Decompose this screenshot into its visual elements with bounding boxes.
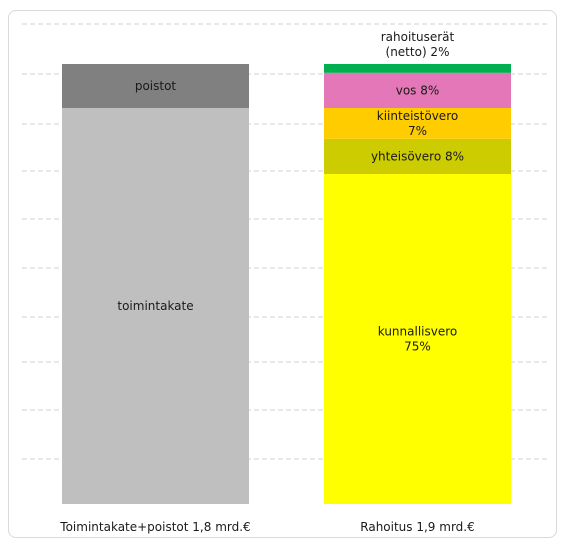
segment-label-line: 75% xyxy=(404,340,431,354)
segment-label-line: kunnallisvero xyxy=(378,325,458,339)
segment-label-line: kiinteistövero xyxy=(377,109,458,123)
segment-label: kiinteistövero 7% xyxy=(377,109,458,138)
segment-label-line: poistot xyxy=(135,79,177,93)
segment-label-line: 7% xyxy=(408,124,427,138)
segment-label-line: vos 8% xyxy=(396,83,440,97)
segment-label: toimintakate xyxy=(117,299,193,313)
bar-segment xyxy=(324,64,511,73)
bar-segment xyxy=(62,108,249,504)
bar-segment xyxy=(62,64,249,108)
bar-segment xyxy=(324,174,511,504)
segment-label-line: (netto) 2% xyxy=(386,45,450,59)
segment-label-line: rahoituserät xyxy=(381,30,455,44)
segment-label: rahoituserät (netto) 2% xyxy=(381,30,455,59)
segment-label-line: toimintakate xyxy=(117,299,193,313)
segment-label: kunnallisvero 75% xyxy=(378,325,458,354)
bar-segment xyxy=(324,138,511,174)
segment-label: poistot xyxy=(135,79,177,93)
bar-stack: toimintakate poistot xyxy=(62,64,249,504)
category-label: Rahoitus 1,9 mrd.€ xyxy=(360,520,474,534)
segment-label: vos 8% xyxy=(396,83,440,97)
segment-label-line: yhteisövero 8% xyxy=(371,149,464,163)
category-label: Toimintakate+poistot 1,8 mrd.€ xyxy=(59,520,250,534)
bar-segment xyxy=(324,72,511,108)
bar-segment xyxy=(324,108,511,139)
bar-stack: kunnallisvero 75% yhteisövero 8% kiinteistö… xyxy=(324,30,511,504)
segment-label: yhteisövero 8% xyxy=(371,149,464,163)
